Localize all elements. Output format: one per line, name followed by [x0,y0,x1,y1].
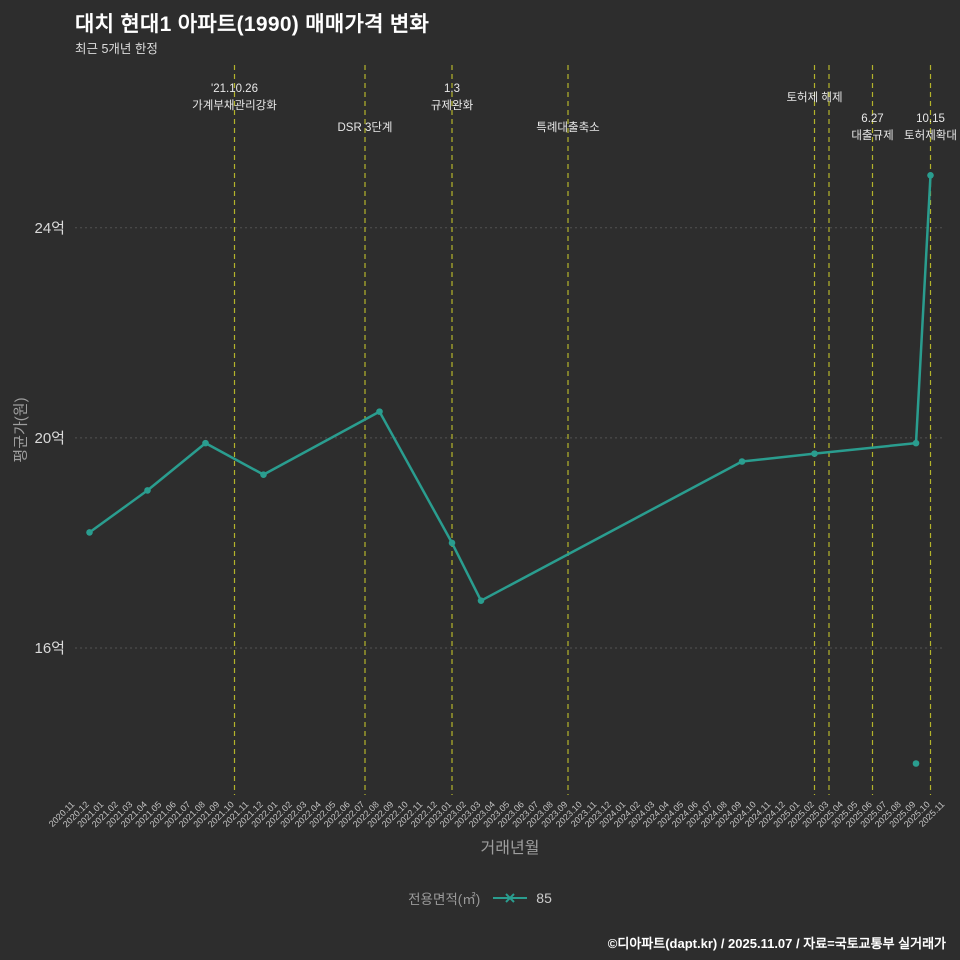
data-point-marker[interactable] [738,458,746,465]
data-point-marker[interactable] [477,597,485,604]
y-tick-label: 16억 [35,640,66,657]
page-title: 대치 현대1 아파트(1990) 매매가격 변화 [75,13,430,36]
y-tick-label: 24억 [35,220,66,237]
chart-subtitle: 최근 5개년 한정 [75,42,158,56]
event-label: 특례대출축소 [536,121,599,134]
data-point-marker[interactable] [927,171,934,179]
event-label: '21.10.26 [211,83,258,95]
legend-title: 전용면적(㎡) [408,892,481,907]
legend: 전용면적(㎡) 85 [0,888,960,908]
source-credit: ©디아파트(dapt.kr) / 2025.11.07 / 자료=국토교통부 실… [607,936,946,951]
event-label: 토허제확대 [904,129,957,142]
data-point-marker[interactable] [376,408,383,415]
legend-series-label: 85 [536,890,552,906]
line-marker-icon [493,893,528,903]
event-label: 1.3 [444,83,460,95]
data-point-marker[interactable] [448,539,456,547]
y-tick-label: 20억 [35,430,66,447]
data-point-marker[interactable] [202,439,209,447]
event-label: 토허제 해제 [786,91,842,104]
event-label: DSR 3단계 [337,121,392,134]
event-label: 가계부채관리강화 [192,99,277,112]
event-label: 6.27 [861,113,883,125]
data-point-marker[interactable] [912,439,920,447]
data-point-marker[interactable] [811,450,818,457]
event-label: 대출규제 [851,129,893,142]
event-label: 10.15 [916,113,945,125]
data-point-marker[interactable] [144,487,151,494]
event-label: 규제완화 [431,99,474,112]
outlier-point-marker[interactable] [912,760,920,767]
x-axis-title: 거래년월 [480,840,540,857]
data-point-marker[interactable] [86,529,93,536]
price-line [88,174,932,602]
data-point-marker[interactable] [260,471,267,478]
y-axis-title: 평균가(원) [12,397,30,463]
legend-item-85[interactable]: 85 [492,890,552,906]
